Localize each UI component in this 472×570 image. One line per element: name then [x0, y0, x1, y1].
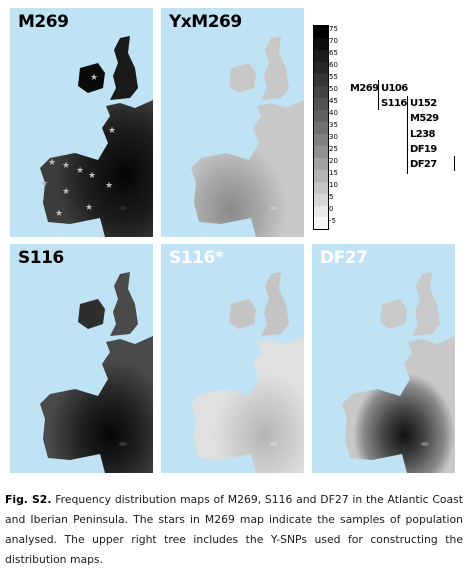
svg-text:★: ★	[90, 73, 98, 83]
figure-caption: Fig. S2. Frequency distribution maps of …	[5, 490, 463, 570]
svg-text:★: ★	[76, 166, 84, 176]
tree-node: S116	[381, 98, 407, 109]
scale-tick: 55	[329, 73, 338, 81]
svg-text:★: ★	[85, 203, 93, 213]
scale-tick: 15	[329, 169, 338, 177]
tree-node: U152	[410, 98, 437, 109]
scale-tick: 75	[329, 25, 338, 33]
svg-text:★: ★	[108, 126, 116, 136]
map-s116-star: S116*	[161, 244, 304, 473]
caption-text: Frequency distribution maps of M269, S11…	[5, 493, 464, 566]
scale-tick: 65	[329, 49, 338, 57]
scale-tick: 45	[329, 97, 338, 105]
map-title: S116*	[169, 248, 224, 268]
scale-tick-labels: 75 70 65 60 55 50 45 40 35 30 25 20 15 1…	[329, 26, 349, 229]
y-snp-tree: M269 U106 S116 U152 M529 L238 DF19 DF27	[348, 80, 468, 175]
map-title: YxM269	[169, 12, 242, 32]
caption-label: Fig. S2.	[5, 493, 52, 506]
scale-tick: 20	[329, 157, 338, 165]
svg-text:★: ★	[62, 187, 70, 197]
svg-text:★: ★	[40, 179, 48, 189]
map-s116: S116	[10, 244, 153, 473]
tree-branch	[407, 96, 408, 174]
scale-tick: 50	[329, 85, 338, 93]
scale-tick: 25	[329, 145, 338, 153]
svg-text:★: ★	[48, 158, 56, 168]
scale-tick: 35	[329, 121, 338, 129]
frequency-color-scale	[313, 25, 329, 230]
svg-text:★: ★	[62, 161, 70, 171]
map-s116-star-graphic	[191, 272, 304, 473]
map-df27: DF27	[312, 244, 455, 473]
map-yxm269: YxM269	[161, 8, 304, 237]
scale-tick: 40	[329, 109, 338, 117]
tree-node: M269	[350, 83, 379, 94]
tree-node: DF19	[410, 144, 437, 155]
tree-branch	[454, 156, 455, 171]
scale-tick: 0	[329, 205, 334, 213]
tree-branch	[378, 80, 379, 110]
tree-node: DF27	[410, 159, 437, 170]
scale-tick: 70	[329, 37, 338, 45]
map-yxm269-graphic	[191, 36, 304, 237]
sample-stars: ★ ★ ★ ★ ★ ★ ★ ★ ★ ★ ★	[40, 73, 116, 219]
tree-node: L238	[410, 129, 435, 140]
tree-node: U106	[381, 83, 408, 94]
svg-text:★: ★	[88, 171, 96, 181]
scale-tick: 10	[329, 181, 338, 189]
map-m269: ★ ★ ★ ★ ★ ★ ★ ★ ★ ★ ★ M269	[10, 8, 153, 237]
scale-tick: 5	[329, 193, 334, 201]
map-title: DF27	[320, 248, 368, 268]
scale-tick: 60	[329, 61, 338, 69]
map-df27-graphic	[342, 272, 455, 473]
map-s116-graphic	[40, 272, 153, 473]
svg-text:★: ★	[55, 209, 63, 219]
scale-tick: -5	[329, 217, 336, 225]
map-m269-graphic: ★ ★ ★ ★ ★ ★ ★ ★ ★ ★ ★	[40, 36, 153, 237]
map-title: S116	[18, 248, 64, 268]
svg-text:★: ★	[105, 181, 113, 191]
tree-node: M529	[410, 113, 439, 124]
map-title: M269	[18, 12, 69, 32]
scale-tick: 30	[329, 133, 338, 141]
